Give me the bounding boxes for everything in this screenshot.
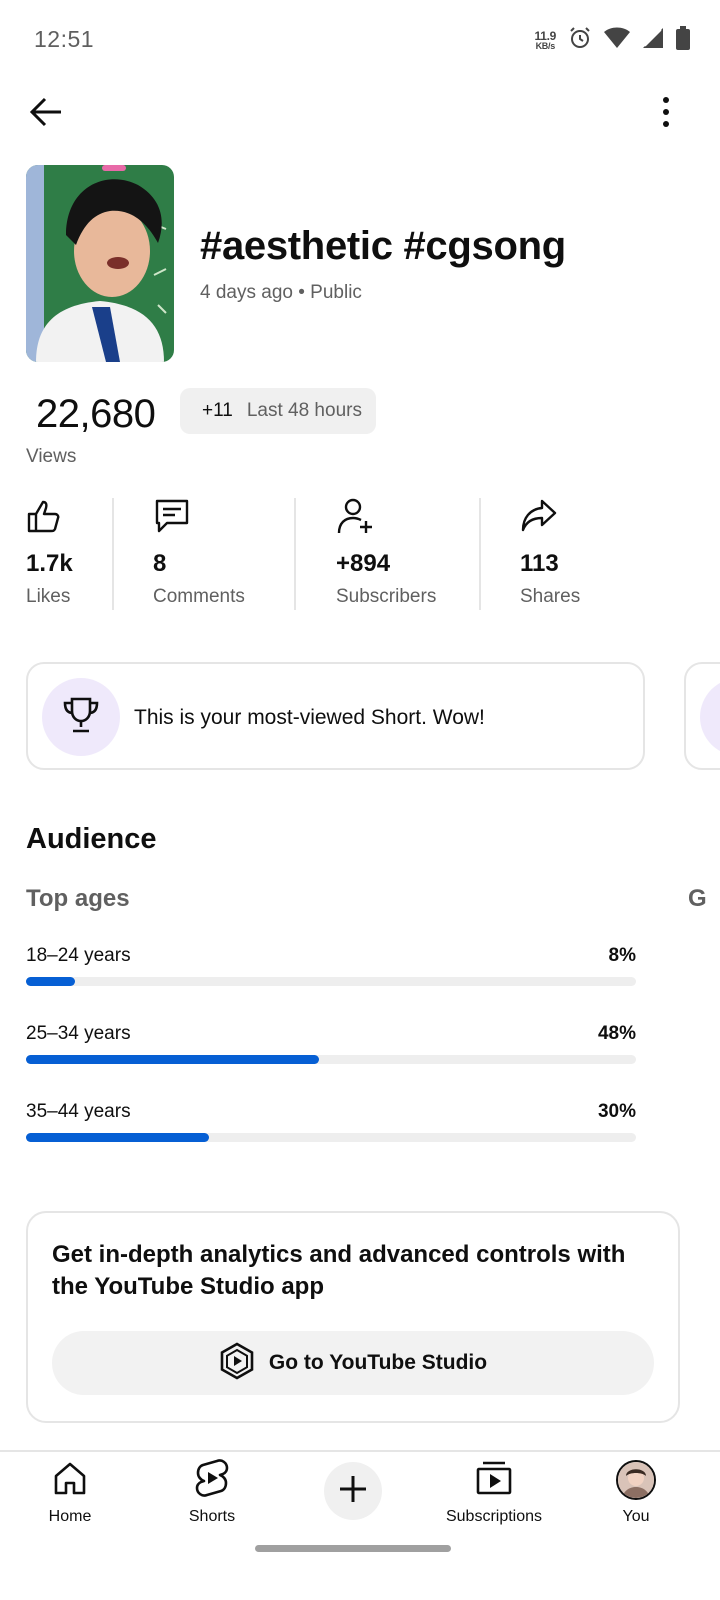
age-bar-fill [26, 977, 75, 986]
status-icons: 11.9 KB/s [534, 26, 690, 55]
metric-divider [479, 498, 481, 610]
share-icon [520, 498, 558, 539]
nav-you-label: You [622, 1508, 650, 1525]
age-percent: 30% [597, 1101, 636, 1122]
metric-label: Comments [153, 586, 245, 607]
recent-views-delta: +11 [202, 400, 233, 421]
recent-views-chip: +11 Last 48 hours [180, 388, 376, 434]
net-speed-unit: KB/s [535, 40, 556, 51]
more-vert-icon [662, 96, 670, 132]
views-count: 22,680 [36, 392, 156, 436]
age-bar-fill [26, 1055, 319, 1064]
highlight-text: This is your most-viewed Short. Wow! [134, 706, 485, 729]
video-meta: 4 days ago • Public [200, 282, 362, 303]
gender-heading: G [688, 885, 707, 912]
age-bar-track [26, 1133, 636, 1142]
comment-icon [153, 497, 191, 540]
trophy-icon [61, 695, 101, 740]
age-label: 25–34 years [26, 1023, 131, 1044]
highlight-card[interactable]: This is your most-viewed Short. Wow! [26, 662, 645, 770]
metric-label: Shares [520, 586, 581, 607]
plus-icon [338, 1474, 368, 1509]
metric-comments: 8 Comments [153, 498, 245, 610]
studio-promo-text: Get in-depth analytics and advanced cont… [52, 1241, 626, 1300]
nav-shorts[interactable]: Shorts [152, 1458, 272, 1538]
age-label: 18–24 years [26, 945, 131, 966]
metric-value: 113 [520, 550, 559, 577]
age-bar-track [26, 1055, 636, 1064]
create-button[interactable] [324, 1462, 382, 1520]
age-percent: 8% [608, 945, 636, 966]
metric-label: Likes [26, 586, 71, 607]
trophy-badge [42, 678, 120, 756]
wifi-icon [604, 27, 630, 54]
battery-icon [676, 26, 690, 55]
metric-label: Subscribers [336, 586, 437, 607]
metric-value: +894 [336, 550, 391, 577]
nav-shorts-label: Shorts [188, 1508, 236, 1525]
add-person-icon [336, 497, 374, 540]
metric-divider [294, 498, 296, 610]
video-title: #aesthetic #cgsong [200, 224, 566, 268]
nav-home-label: Home [48, 1508, 92, 1525]
nav-home[interactable]: Home [10, 1458, 130, 1538]
metric-value: 1.7k [26, 550, 73, 577]
arrow-left-icon [29, 97, 63, 132]
metric-shares: 113 Shares [520, 498, 580, 610]
age-bar-track [26, 977, 636, 986]
video-thumbnail[interactable] [26, 165, 174, 362]
highlight-card-next[interactable] [684, 662, 720, 770]
back-button[interactable] [24, 92, 68, 136]
bottom-navigation: Home Shorts Subscriptions You [0, 1450, 720, 1600]
top-ages-heading: Top ages [26, 885, 130, 912]
signal-icon [642, 27, 664, 54]
metric-divider [112, 498, 114, 610]
alarm-icon [568, 26, 592, 55]
highlight-badge [700, 678, 720, 756]
age-bar-fill [26, 1133, 209, 1142]
metric-value: 8 [153, 550, 167, 577]
go-to-studio-button[interactable]: Go to YouTube Studio [52, 1331, 654, 1395]
studio-promo-card: Get in-depth analytics and advanced cont… [26, 1211, 680, 1423]
net-speed-value: 11.9 [534, 28, 557, 43]
metric-likes: 1.7k Likes [26, 498, 73, 610]
audience-heading: Audience [26, 823, 157, 855]
highlight-carousel[interactable]: This is your most-viewed Short. Wow! [0, 662, 720, 772]
age-percent: 48% [597, 1023, 636, 1044]
top-bar [0, 84, 720, 144]
shorts-icon [195, 1458, 229, 1503]
status-bar: 12:51 11.9 KB/s [0, 0, 720, 80]
metric-subscribers: +894 Subscribers [336, 498, 436, 610]
go-to-studio-label: Go to YouTube Studio [268, 1351, 488, 1374]
age-label: 35–44 years [26, 1101, 131, 1122]
home-indicator[interactable] [255, 1545, 451, 1552]
youtube-studio-icon [219, 1342, 255, 1385]
recent-views-period: Last 48 hours [246, 400, 362, 421]
net-speed: 11.9 KB/s [534, 28, 557, 51]
thumbs-up-icon [26, 498, 62, 539]
nav-you[interactable]: You [576, 1458, 696, 1538]
status-time: 12:51 [34, 26, 95, 52]
gender-section: G MaFeUs [688, 885, 720, 913]
nav-subscriptions[interactable]: Subscriptions [434, 1458, 554, 1538]
top-ages-section: Top ages 18–24 years 8% 25–34 years 48% 35–4… [26, 885, 636, 1142]
subscriptions-icon [475, 1460, 513, 1501]
avatar [616, 1460, 656, 1500]
nav-subscriptions-label: Subscriptions [445, 1508, 543, 1525]
metrics-row: 1.7k Likes 8 Comments +894 Subscribers 1… [0, 498, 720, 610]
home-icon [52, 1460, 88, 1501]
more-options-button[interactable] [644, 92, 688, 136]
views-label: Views [26, 446, 77, 467]
